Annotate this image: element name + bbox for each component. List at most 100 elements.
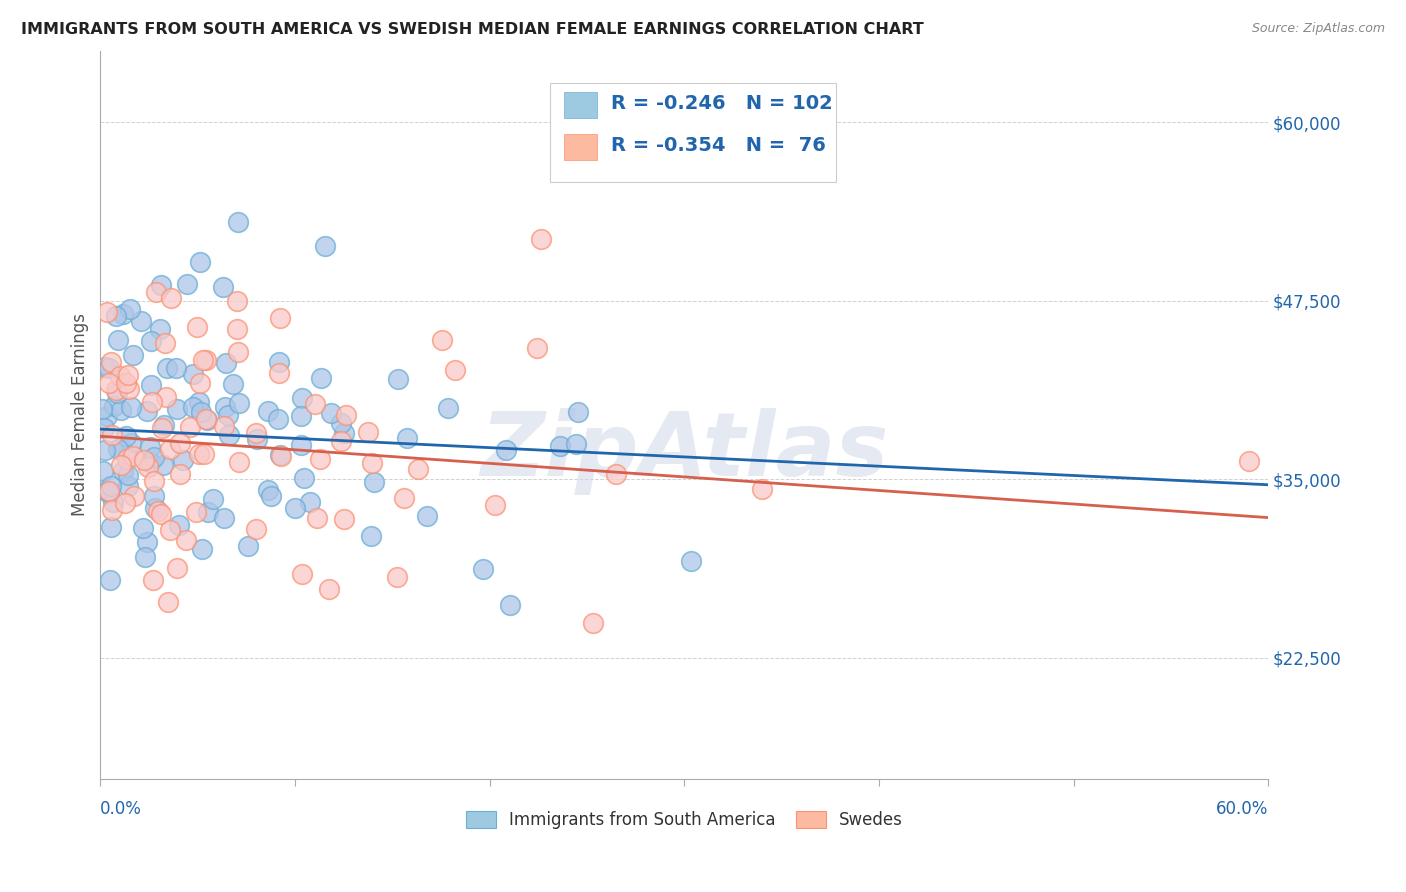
Point [155,335,177,350]
Point [269,310,291,325]
Point [91,402,114,417]
Point [290,438,312,452]
Point [141,378,163,392]
Point [110,402,132,417]
Point [267,355,290,369]
Text: R = -0.354   N =  76: R = -0.354 N = 76 [610,136,825,155]
Point [112,307,135,321]
Point [228,455,250,469]
Point [392,491,415,506]
Point [98,573,121,587]
Point [396,431,419,445]
Point [257,404,280,418]
Point [138,460,160,475]
Point [107,442,129,457]
Point [100,519,122,533]
Point [246,432,269,446]
Point [159,523,181,537]
Point [188,447,211,461]
Point [117,478,139,492]
Point [416,509,439,524]
Point [143,501,166,516]
Point [319,406,342,420]
Point [191,353,214,368]
Point [187,395,209,409]
Point [309,452,332,467]
Point [139,455,162,469]
Point [156,595,179,609]
Point [218,427,240,442]
Bar [564,134,596,160]
Point [149,322,172,336]
Point [101,495,124,509]
Point [269,448,291,462]
Point [98,484,121,499]
Point [190,541,212,556]
Point [186,320,208,334]
Point [166,402,188,417]
Point [228,396,250,410]
Point [114,496,136,510]
Point [139,334,162,348]
Point [141,574,163,588]
Point [96,409,118,423]
Point [117,449,139,463]
Point [96,483,118,498]
Point [160,291,183,305]
Point [387,570,409,584]
Point [172,453,194,467]
Point [100,478,122,492]
Point [567,404,589,418]
Point [166,561,188,575]
Point [309,371,332,385]
Point [122,347,145,361]
Point [357,425,380,440]
Point [110,442,132,456]
Text: Source: ZipAtlas.com: Source: ZipAtlas.com [1251,22,1385,36]
Point [201,491,224,506]
Point [212,418,235,433]
Point [139,440,162,454]
Point [110,458,132,473]
Point [107,333,129,347]
Point [120,436,142,450]
Point [363,475,385,489]
Point [101,503,124,517]
Point [304,397,326,411]
Point [195,412,218,426]
Point [120,301,142,316]
Point [149,507,172,521]
Point [226,293,249,308]
Point [581,615,603,630]
Point [136,535,159,549]
Text: 0.0%: 0.0% [100,800,142,818]
Point [298,495,321,509]
Point [318,582,340,597]
Point [98,360,121,375]
Text: R = -0.246   N = 102: R = -0.246 N = 102 [610,95,832,113]
Point [214,356,236,370]
Point [181,400,204,414]
Point [228,345,250,359]
Point [100,355,122,369]
Point [152,458,174,472]
Point [145,285,167,299]
Point [169,517,191,532]
Point [238,539,260,553]
Point [134,550,156,565]
Point [222,376,245,391]
Point [169,436,191,450]
Point [101,427,124,442]
Point [165,360,187,375]
Point [290,409,312,423]
Point [406,462,429,476]
Point [117,368,139,383]
Point [605,467,627,482]
Point [105,385,128,400]
Point [751,482,773,496]
Point [443,363,465,377]
Point [132,521,155,535]
Point [259,489,281,503]
Y-axis label: Median Female Earnings: Median Female Earnings [72,313,89,516]
Point [214,400,236,414]
